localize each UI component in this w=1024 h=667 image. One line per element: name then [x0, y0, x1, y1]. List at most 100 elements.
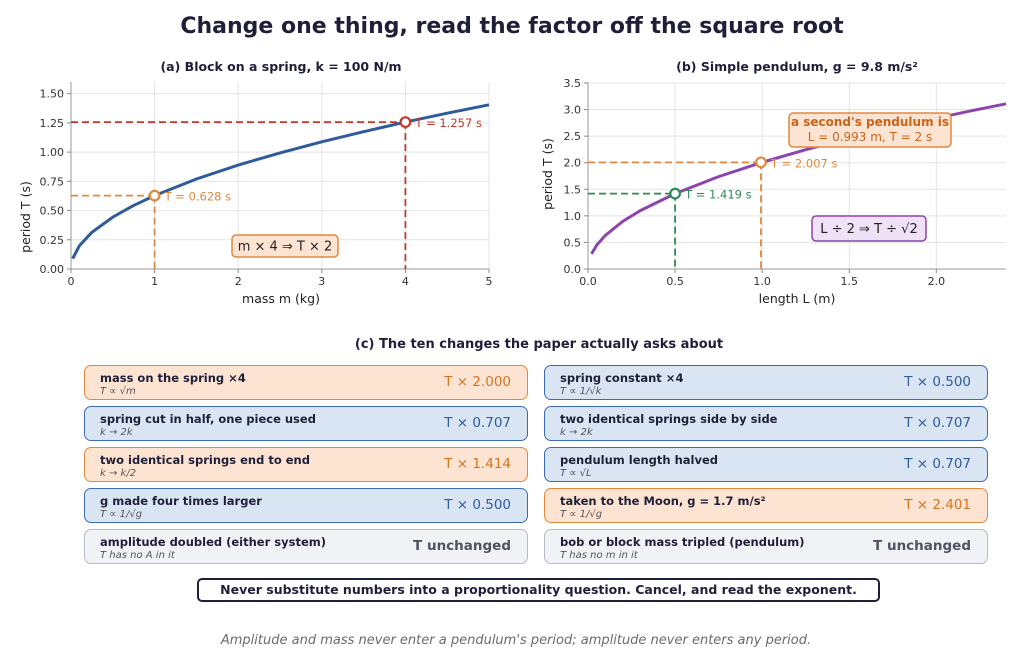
- change-result: T × 2.000: [444, 374, 511, 390]
- change-result: T × 2.401: [904, 497, 971, 513]
- y-tick-label: 1.5: [564, 183, 582, 196]
- change-card: amplitude doubled (either system) T has n…: [84, 529, 528, 564]
- change-result: T × 0.707: [904, 415, 971, 431]
- period-curve: [71, 103, 490, 260]
- change-card: spring cut in half, one piece used k → 2k…: [84, 406, 528, 441]
- spring-period-chart: (a) Block on a spring, k = 100 N/m 0 1 2 3 4…: [18, 59, 493, 306]
- annotation-box: L ÷ 2 ⇒ T ÷ √2: [811, 215, 927, 242]
- change-label: taken to the Moon, g = 1.7 m/s²: [560, 494, 766, 508]
- change-result: T × 1.414: [444, 456, 511, 472]
- x-tick-label: 5: [486, 275, 493, 288]
- x-tick-label: 2.0: [928, 275, 946, 288]
- panel-a-title: (a) Block on a spring, k = 100 N/m: [160, 59, 401, 74]
- marker-label: T = 2.007 s: [770, 156, 838, 170]
- change-relation: T ∝ √L: [560, 468, 592, 479]
- y-tick-label: 1.0: [564, 210, 582, 223]
- footer-note: Amplitude and mass never enter a pendulu…: [220, 633, 812, 648]
- y-tick-label: 0.25: [40, 234, 65, 247]
- x-tick-label: 0: [68, 275, 75, 288]
- change-relation: T has no m in it: [560, 550, 638, 561]
- annotation-text: L ÷ 2 ⇒ T ÷ √2: [820, 222, 917, 237]
- change-label: bob or block mass tripled (pendulum): [560, 535, 805, 549]
- marker-point: [755, 156, 767, 169]
- change-label: spring cut in half, one piece used: [100, 412, 316, 426]
- marker-label: T = 0.628 s: [164, 190, 232, 204]
- change-result: T unchanged: [413, 538, 511, 554]
- change-card: mass on the spring ×4 T ∝ √m T × 2.000: [84, 365, 528, 400]
- change-relation: T ∝ 1/√g: [560, 509, 603, 520]
- annotation-box: m × 4 ⇒ T × 2: [231, 234, 339, 258]
- y-tick-label: 0.50: [40, 205, 65, 218]
- marker-point: [399, 116, 412, 128]
- x-tick-label: 0.0: [579, 275, 597, 288]
- y-tick-label: 0.5: [564, 236, 582, 249]
- change-label: two identical springs end to end: [100, 453, 310, 467]
- y-tick-label: 1.25: [40, 117, 65, 130]
- x-tick-label: 1.0: [753, 275, 771, 288]
- change-result: T × 0.500: [904, 374, 971, 390]
- x-tick-label: 1: [151, 275, 158, 288]
- x-tick-label: 3: [318, 275, 325, 288]
- y-tick-label: 2.0: [564, 157, 582, 170]
- change-relation: T ∝ 1/√g: [100, 509, 143, 520]
- change-label: mass on the spring ×4: [100, 371, 246, 385]
- tick-labels: 0 1 2 3 4 5 0.00 0.25 0.50 0.75 1.00 1.25 1.50: [40, 88, 493, 288]
- change-label: amplitude doubled (either system): [100, 535, 326, 549]
- grid: [584, 82, 1006, 273]
- marker-label: T = 1.419 s: [684, 188, 752, 202]
- marker-point: [669, 187, 681, 200]
- change-card: bob or block mass tripled (pendulum) T ha…: [544, 529, 988, 564]
- change-label: two identical springs side by side: [560, 412, 778, 426]
- marker-point: [148, 189, 161, 202]
- y-tick-label: 1.00: [40, 146, 65, 159]
- guide-lines: [71, 121, 407, 269]
- callout-box: a second's pendulum is L = 0.993 m, T = …: [788, 112, 952, 148]
- x-axis-label: length L (m): [759, 291, 836, 306]
- figure-title: Change one thing, read the factor off th…: [180, 14, 844, 39]
- x-tick-label: 1.5: [841, 275, 859, 288]
- y-tick-label: 0.00: [40, 263, 65, 276]
- annotation-text: m × 4 ⇒ T × 2: [238, 240, 333, 255]
- y-axis-label: period T (s): [540, 138, 555, 210]
- change-card: two identical springs end to end k → k/2 T…: [84, 447, 528, 482]
- marker-points: T = 1.419 s T = 2.007 s: [669, 156, 838, 202]
- change-relation: T ∝ √m: [100, 386, 136, 397]
- x-tick-label: 4: [402, 275, 409, 288]
- pendulum-period-chart: (b) Simple pendulum, g = 9.8 m/s² 0.0 0.5…: [540, 59, 1007, 306]
- y-tick-label: 0.75: [40, 175, 65, 188]
- change-relation: k → k/2: [100, 468, 137, 479]
- x-tick-label: 0.5: [666, 275, 684, 288]
- y-axis-label: period T (s): [18, 181, 33, 253]
- change-card: pendulum length halved T ∝ √L T × 0.707: [544, 447, 988, 482]
- change-result: T × 0.500: [444, 497, 511, 513]
- x-axis-label: mass m (kg): [242, 291, 320, 306]
- panel-b-title: (b) Simple pendulum, g = 9.8 m/s²: [676, 59, 918, 74]
- change-label: g made four times larger: [100, 494, 262, 508]
- change-relation: k → 2k: [560, 427, 593, 438]
- change-relation: T has no A in it: [100, 550, 175, 561]
- change-relation: k → 2k: [100, 427, 133, 438]
- change-result: T × 0.707: [904, 456, 971, 472]
- change-label: pendulum length halved: [560, 453, 719, 467]
- change-card: g made four times larger T ∝ 1/√g T × 0.50…: [84, 488, 528, 523]
- y-tick-label: 1.50: [40, 88, 65, 101]
- change-relation: T ∝ 1/√k: [560, 386, 602, 397]
- change-result: T unchanged: [873, 538, 971, 554]
- tick-labels: 0.0 0.5 1.0 1.5 2.0 0.0 0.5 1.0 1.5 2.0 2.5 3.0 3.5: [564, 77, 946, 288]
- change-card: two identical springs side by side k → 2k…: [544, 406, 988, 441]
- guide-lines: [588, 161, 762, 269]
- callout-line-1: a second's pendulum is: [791, 115, 949, 129]
- y-tick-label: 0.0: [564, 263, 582, 276]
- y-tick-label: 2.5: [564, 130, 582, 143]
- grid: [67, 82, 490, 273]
- y-tick-label: 3.5: [564, 77, 582, 90]
- change-label: spring constant ×4: [560, 371, 684, 385]
- y-tick-label: 3.0: [564, 104, 582, 117]
- rule-box: Never substitute numbers into a proporti…: [197, 578, 880, 602]
- callout-line-2: L = 0.993 m, T = 2 s: [808, 130, 933, 144]
- section-c-title: (c) The ten changes the paper actually a…: [354, 337, 724, 352]
- change-card: spring constant ×4 T ∝ 1/√k T × 0.500: [544, 365, 988, 400]
- change-result: T × 0.707: [444, 415, 511, 431]
- change-card: taken to the Moon, g = 1.7 m/s² T ∝ 1/√g T…: [544, 488, 988, 523]
- x-tick-label: 2: [235, 275, 242, 288]
